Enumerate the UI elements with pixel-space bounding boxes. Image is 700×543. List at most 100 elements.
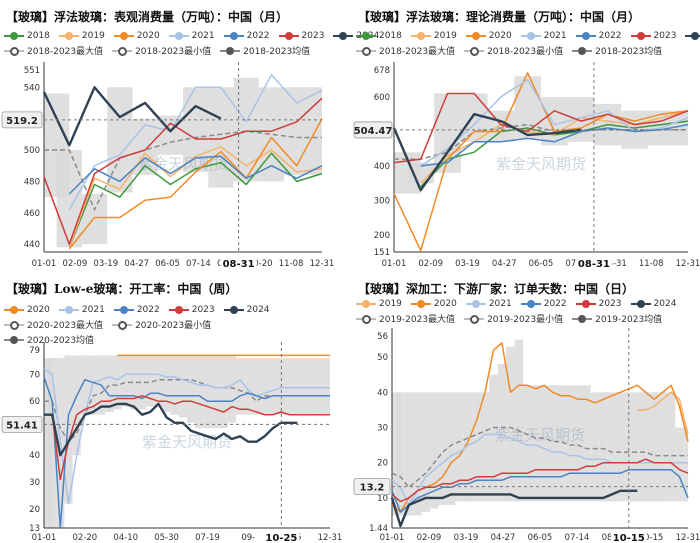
legend-swatch-icon: [572, 314, 593, 324]
legend-label: 2021: [543, 30, 567, 41]
legend-item[interactable]: 2023: [575, 299, 622, 309]
band-range-bar: [208, 87, 234, 188]
legend-item[interactable]: 2018: [356, 31, 402, 41]
legend-item[interactable]: 2020: [465, 31, 512, 41]
legend-item[interactable]: 2020-2023最小值: [112, 318, 211, 331]
legend-label: 2018-2023最小值: [135, 47, 212, 57]
legend-item[interactable]: 2018-2023最小值: [464, 44, 563, 57]
legend-item[interactable]: 2019-2023均值: [572, 312, 662, 325]
legend-label: 2023: [301, 30, 325, 41]
band-range-bar: [187, 355, 196, 423]
legend-label: 2024: [653, 298, 677, 309]
legend-item[interactable]: 2023: [630, 30, 677, 41]
y-tick-label: 200: [374, 231, 390, 241]
legend-swatch-icon: [4, 320, 24, 330]
band-range-bar: [309, 358, 318, 415]
legend-item[interactable]: 2023: [168, 305, 215, 315]
band-range-bar: [489, 374, 498, 502]
legend-label: 2019-2023最小值: [487, 315, 564, 325]
legend-swatch-icon: [575, 31, 596, 41]
legend-swatch-icon: [4, 46, 24, 56]
series-line-2023: [393, 92, 689, 164]
y-tick-label: 70: [29, 370, 40, 380]
y-tick-label: 600: [374, 93, 390, 103]
crosshair-x-badge: [575, 256, 612, 270]
legend-item[interactable]: 2018: [4, 31, 50, 41]
band-range-bar: [463, 392, 473, 502]
legend-item[interactable]: 2018-2023均值: [220, 44, 310, 57]
y-tick-label: 50: [377, 353, 388, 363]
x-tick-label: 12-31: [310, 259, 335, 269]
legend-swatch-icon: [575, 299, 596, 309]
series-line-2019: [420, 110, 689, 184]
band-range-bar: [236, 358, 245, 415]
band-range-bar: [219, 355, 228, 429]
legend-item[interactable]: 2024: [223, 305, 270, 315]
legend-label: 2018-2023均值: [243, 47, 311, 57]
legend-item[interactable]: 2020: [4, 305, 50, 315]
legend-label: 2022: [543, 298, 567, 309]
y-tick-label: 20: [29, 505, 40, 515]
legend-item[interactable]: 2024: [685, 31, 700, 41]
y-tick-label: 540: [24, 83, 40, 93]
legend-item[interactable]: 2018-2023均值: [572, 44, 662, 57]
band-range-bar: [227, 355, 237, 423]
crosshair-x-value: 08-31: [223, 259, 255, 270]
legend-item[interactable]: 2020-2023均值: [4, 333, 94, 346]
band-range-bar: [284, 87, 310, 176]
band-range-bar: [438, 392, 447, 505]
series-line-2023: [391, 458, 689, 503]
legend-item[interactable]: 2023: [278, 30, 325, 41]
series-line-2022: [420, 123, 689, 167]
chart-legend: 2018 2019 2020 2021 2022 2023 2024 2018-2023最大值…: [356, 28, 700, 58]
legend-item[interactable]: 2018-2023最小值: [112, 44, 211, 57]
legend-item[interactable]: 2020-2023最大值: [4, 318, 103, 331]
y-tick-label: 480: [24, 177, 40, 187]
crosshair-x-badge: [220, 256, 257, 270]
legend-item[interactable]: 2024: [630, 298, 677, 309]
legend-item[interactable]: 2022: [223, 31, 270, 41]
legend-item[interactable]: 2018-2023最大值: [4, 44, 103, 57]
legend-item[interactable]: 2021: [58, 305, 105, 315]
legend-label: 2023: [653, 30, 677, 41]
legend-item[interactable]: 2021: [465, 299, 512, 309]
legend-swatch-icon: [223, 31, 244, 41]
legend-item[interactable]: 2020: [410, 299, 457, 309]
x-tick-label: 02-09: [418, 259, 443, 269]
x-tick-label: 06-05: [155, 259, 180, 269]
legend-label: 2019: [81, 30, 105, 41]
legend-item[interactable]: 2019-2023最小值: [464, 312, 563, 325]
band-range-bar: [666, 392, 676, 502]
x-tick-label: 02-09: [417, 533, 442, 543]
legend-item[interactable]: 2019: [356, 299, 402, 309]
y-tick-label: 79: [29, 346, 40, 356]
series-line-2022: [43, 376, 330, 529]
legend-item[interactable]: 2018-2023最大值: [356, 44, 455, 57]
legend-item[interactable]: 2021: [168, 31, 215, 41]
y-tick-label: 1.44: [369, 524, 388, 534]
crosshair-y-value: 519.2: [6, 116, 38, 127]
band-range-bar: [268, 358, 277, 415]
legend-item[interactable]: 2019-2023最大值: [356, 312, 455, 325]
band-range-bar: [480, 392, 490, 502]
legend-item[interactable]: 2022: [575, 31, 622, 41]
legend-item[interactable]: 2019: [410, 31, 457, 41]
band-range-bar: [301, 358, 310, 415]
legend-label: 2020-2023最小值: [135, 321, 212, 331]
legend-item[interactable]: 2019: [58, 30, 105, 41]
legend-item[interactable]: 2022: [113, 305, 160, 315]
chart-legend: 2019 2020 2021 2022 2023 2024 2019-2023最大值 2019…: [356, 296, 685, 326]
x-tick-label: 05-30: [154, 533, 179, 543]
legend-item[interactable]: 2020: [113, 31, 160, 41]
y-tick-label: 151: [374, 248, 390, 258]
legend-label: 2018-2023均值: [595, 47, 663, 57]
band-range-bar: [154, 355, 163, 407]
y-tick-label: 440: [24, 240, 40, 250]
legend-item[interactable]: 2021: [520, 30, 567, 41]
series-line-2021: [68, 73, 323, 210]
x-tick-label: 11-08: [279, 259, 304, 269]
legend-item[interactable]: 2022: [520, 298, 567, 309]
x-tick-label: 11-08: [639, 259, 664, 269]
legend-swatch-icon: [112, 46, 133, 56]
crosshair-x-value: 08-31: [578, 259, 610, 270]
